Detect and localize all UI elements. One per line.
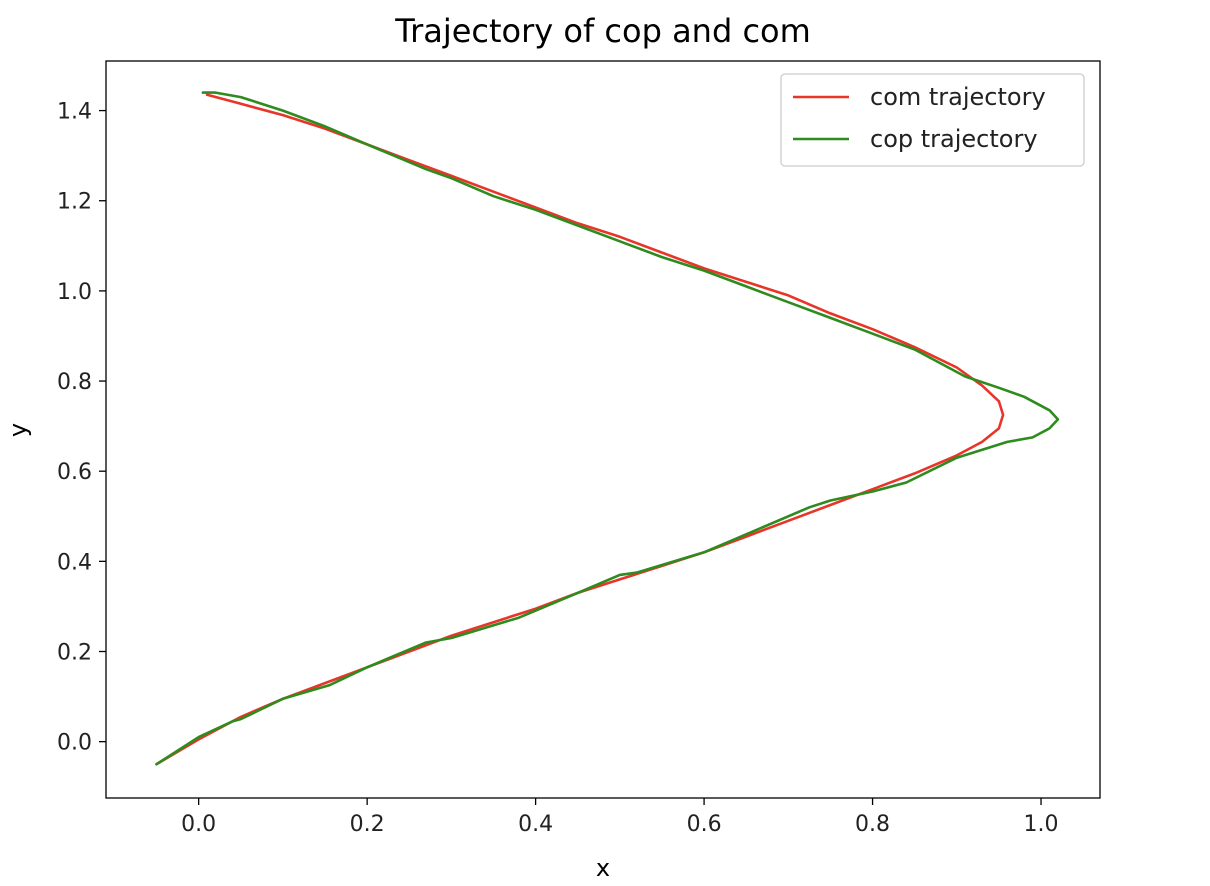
- y-tick-label: 1.2: [57, 190, 92, 215]
- y-tick-label: 0.4: [57, 550, 92, 575]
- x-axis-label: x: [596, 854, 610, 882]
- y-tick-label: 0.6: [57, 460, 92, 485]
- y-tick-label: 0.8: [57, 370, 92, 395]
- y-tick-label: 1.0: [57, 280, 92, 305]
- x-tick-label: 0.2: [350, 812, 385, 837]
- series-layer: [155, 91, 1060, 766]
- plot-frame: [105, 60, 1101, 799]
- legend: com trajectory cop trajectory: [780, 73, 1085, 167]
- x-tick-label: 0.8: [855, 812, 890, 837]
- x-tick-label: 0.4: [518, 812, 553, 837]
- x-tick-label: 0.0: [181, 812, 216, 837]
- chart-title: Trajectory of cop and com: [394, 12, 811, 50]
- y-axis-ticks: 0.0 0.2 0.4 0.6 0.8 1.0 1.2 1.4: [57, 100, 106, 756]
- legend-label-com: com trajectory: [870, 83, 1046, 111]
- y-tick-label: 1.4: [57, 100, 92, 125]
- x-axis-ticks: 0.0 0.2 0.4 0.6 0.8 1.0: [181, 798, 1059, 837]
- y-axis-label: y: [4, 423, 32, 437]
- legend-box: [780, 73, 1085, 167]
- y-tick-label: 0.2: [57, 641, 92, 666]
- legend-label-cop: cop trajectory: [870, 125, 1038, 153]
- x-tick-label: 0.6: [687, 812, 722, 837]
- series-line-cop: [155, 91, 1060, 766]
- x-tick-label: 1.0: [1024, 812, 1059, 837]
- plot-area: 0.0 0.2 0.4 0.6 0.8 1.0 0.0 0.2 0.4 0.6 0.8 1.0 1.2…: [57, 60, 1101, 837]
- y-tick-label: 0.0: [57, 731, 92, 756]
- series-line-com: [155, 93, 1005, 766]
